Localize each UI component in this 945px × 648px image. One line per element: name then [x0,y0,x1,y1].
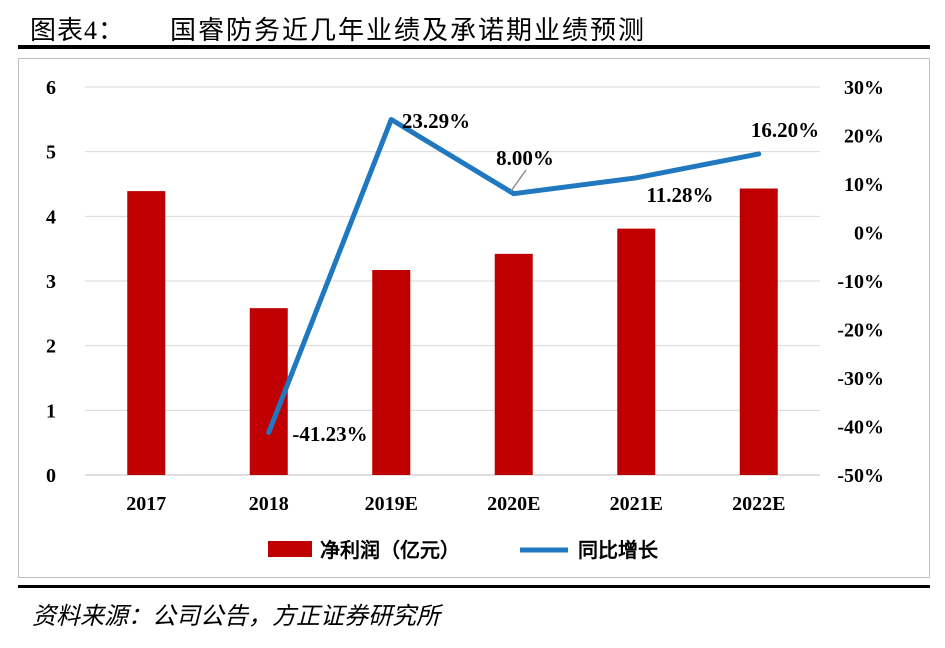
right-axis-tick-label: 0% [854,223,884,245]
growth-data-label: 8.00% [496,146,554,170]
legend-bar-label: 净利润（亿元） [320,538,460,562]
label-leader-line [510,169,527,192]
left-axis-tick-label: 1 [46,400,56,422]
x-axis-tick-label: 2019E [365,493,418,515]
right-axis-tick-label: -30% [837,368,884,390]
right-axis-tick-label: -20% [837,320,884,342]
x-axis-tick-label: 2020E [487,493,540,515]
right-axis-tick-label: -10% [837,271,884,293]
growth-line [266,117,762,435]
bar-2022E [739,188,778,475]
bar-2019E [372,270,411,475]
bottom-rule [18,585,930,588]
right-axis-tick-label: 20% [844,126,884,148]
bar-2018 [249,308,288,475]
bar-2020E [494,253,533,475]
legend-bar-swatch [268,541,312,557]
left-axis-tick-label: 5 [46,142,56,164]
x-axis-tick-label: 2017 [126,493,166,515]
right-axis-tick-label: -40% [837,417,884,439]
source-note: 资料来源：公司公告，方正证券研究所 [32,602,440,630]
bar-2017 [127,191,166,475]
x-axis-tick-label: 2022E [732,493,785,515]
left-axis-tick-label: 6 [46,77,56,99]
legend-line-label: 同比增长 [578,538,659,562]
left-axis-tick-label: 4 [46,206,56,228]
chart-frame [18,58,930,578]
right-axis-tick-label: -50% [837,465,884,487]
growth-data-label: 11.28% [646,183,713,207]
growth-data-label: 23.29% [402,109,470,133]
right-axis-tick-label: 10% [844,174,884,196]
figure-title: 国睿防务近几年业绩及承诺期业绩预测 [170,16,647,45]
bar-2021E [617,228,656,475]
left-axis-tick-label: 2 [46,336,56,358]
x-axis-tick-label: 2018 [249,493,289,515]
right-axis-tick-label: 30% [844,77,884,99]
growth-data-label: 16.20% [751,118,819,142]
left-axis-tick-label: 3 [46,271,56,293]
figure-label: 图表4： [30,16,126,45]
combo-chart: 0 1 2 3 4 5 6 -50% -40% -30% -20% -10% 0% 10% 20% 30% 20… [46,77,884,562]
x-axis-tick-label: 2021E [610,493,663,515]
growth-data-label: -41.23% [292,422,367,446]
left-axis-tick-label: 0 [46,465,56,487]
top-rule [18,45,930,49]
figure-header: 图表4： 国睿防务近几年业绩及承诺期业绩预测 [30,6,930,46]
